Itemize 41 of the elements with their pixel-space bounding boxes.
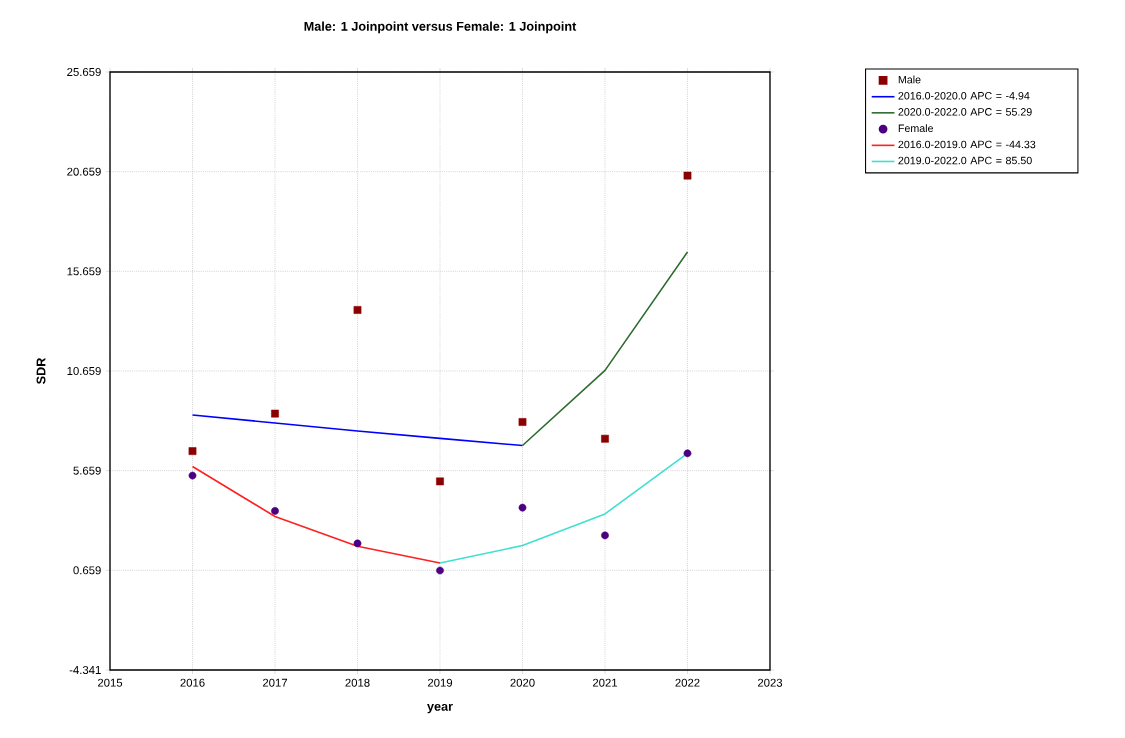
x-tick-label: 2017 <box>262 678 288 687</box>
x-tick-label: 2023 <box>757 678 783 687</box>
y-axis-title: SDR <box>36 357 46 384</box>
point <box>353 306 362 314</box>
legend-label: 2016.0-2019.0 APC = -44.33 <box>898 140 1036 149</box>
point <box>271 507 279 515</box>
legend-label: Male <box>898 75 921 84</box>
point <box>436 566 444 575</box>
x-tick-label: 2022 <box>675 678 700 687</box>
legend-label: 2016.0-2020.0 APC = -4.94 <box>898 92 1030 100</box>
line-series <box>191 414 524 447</box>
point <box>353 539 362 548</box>
point <box>188 471 197 480</box>
point <box>271 409 279 418</box>
line-series <box>191 465 441 564</box>
y-tick-label: 15.659 <box>67 267 101 276</box>
point <box>188 447 197 455</box>
y-tick-label: 20.659 <box>67 167 101 176</box>
y-tick-label: 25.659 <box>67 67 101 76</box>
y-tick-label: 0.659 <box>73 566 101 575</box>
point <box>518 503 527 512</box>
y-tick-label: 10.659 <box>67 366 101 375</box>
x-axis-title: year <box>427 703 453 714</box>
point <box>601 531 609 540</box>
point <box>683 449 692 458</box>
x-tick-label: 2020 <box>510 678 535 687</box>
legend-label: 2020.0-2022.0 APC = 55.29 <box>898 108 1032 116</box>
y-tick-label: 5.659 <box>73 466 101 475</box>
x-tick-label: 2019 <box>427 678 453 687</box>
legend-label: Female <box>898 124 934 133</box>
x-tick-label: 2016 <box>180 678 205 687</box>
point <box>518 418 527 426</box>
x-tick-label: 2018 <box>345 678 370 687</box>
point <box>601 434 609 443</box>
chart-title: Male: 1 Joinpoint versus Female: 1 Joinpoint <box>304 21 577 34</box>
y-tick-label: -4.341 <box>69 665 101 674</box>
x-tick-label: 2015 <box>97 678 123 687</box>
legend-label: 2019.0-2022.0 APC = 85.50 <box>898 156 1032 165</box>
point <box>683 171 692 180</box>
x-tick-label: 2021 <box>592 678 618 687</box>
point <box>436 477 444 486</box>
